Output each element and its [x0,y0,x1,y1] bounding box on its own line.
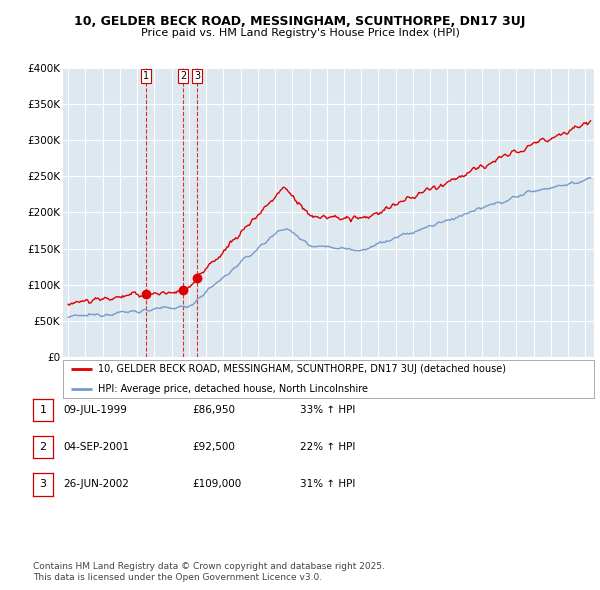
Text: HPI: Average price, detached house, North Lincolnshire: HPI: Average price, detached house, Nort… [98,384,368,394]
Text: 09-JUL-1999: 09-JUL-1999 [63,405,127,415]
Text: 1: 1 [40,405,46,415]
Text: 31% ↑ HPI: 31% ↑ HPI [300,480,355,489]
Text: 1: 1 [143,71,149,81]
Text: Price paid vs. HM Land Registry's House Price Index (HPI): Price paid vs. HM Land Registry's House … [140,28,460,38]
Text: 33% ↑ HPI: 33% ↑ HPI [300,405,355,415]
Text: 2: 2 [40,442,46,452]
Text: 3: 3 [194,71,200,81]
Text: 10, GELDER BECK ROAD, MESSINGHAM, SCUNTHORPE, DN17 3UJ (detached house): 10, GELDER BECK ROAD, MESSINGHAM, SCUNTH… [98,365,506,375]
Text: 04-SEP-2001: 04-SEP-2001 [63,442,129,452]
Text: £92,500: £92,500 [192,442,235,452]
Text: 22% ↑ HPI: 22% ↑ HPI [300,442,355,452]
Text: 2: 2 [180,71,186,81]
Text: 3: 3 [40,480,46,489]
Text: £86,950: £86,950 [192,405,235,415]
Text: 26-JUN-2002: 26-JUN-2002 [63,480,129,489]
Text: 10, GELDER BECK ROAD, MESSINGHAM, SCUNTHORPE, DN17 3UJ: 10, GELDER BECK ROAD, MESSINGHAM, SCUNTH… [74,15,526,28]
Text: £109,000: £109,000 [192,480,241,489]
Text: Contains HM Land Registry data © Crown copyright and database right 2025.
This d: Contains HM Land Registry data © Crown c… [33,562,385,582]
